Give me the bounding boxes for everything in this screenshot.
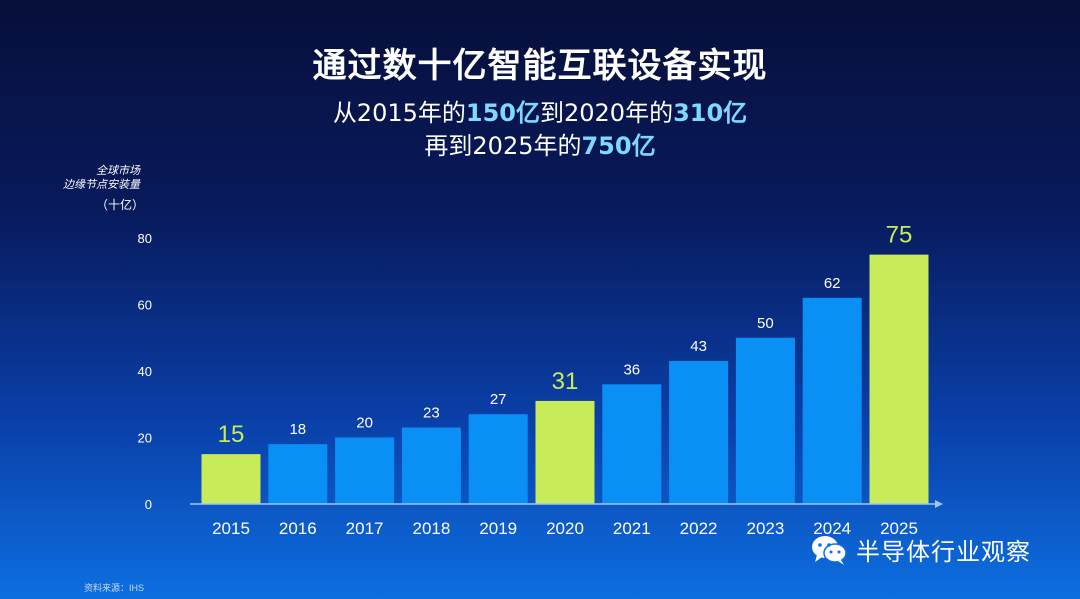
data-label-2020: 31 — [552, 368, 579, 395]
subtitle-highlight-2015: 150亿 — [465, 99, 540, 127]
data-label-2019: 27 — [490, 391, 507, 408]
x-tick-label: 2023 — [746, 519, 784, 538]
data-label-2016: 18 — [289, 421, 306, 438]
bar-2022 — [669, 361, 729, 504]
source-note: 资料来源：IHS — [84, 583, 145, 593]
x-tick-label: 2018 — [412, 519, 450, 538]
y-axis-label-line-1: 全球市场 — [96, 164, 140, 177]
bar-2023 — [735, 337, 795, 504]
subtitle-highlight-2025: 750亿 — [581, 132, 656, 160]
y-tick-label: 60 — [138, 298, 152, 313]
data-label-2018: 23 — [423, 405, 440, 422]
watermark: 半导体行业观察 — [810, 532, 1031, 567]
y-tick-label: 0 — [145, 497, 152, 512]
x-tick-label: 2015 — [212, 519, 250, 538]
bar-2019 — [468, 414, 528, 504]
y-axis-unit: （十亿） — [96, 198, 145, 212]
subtitle-text: 从2015年的 — [332, 99, 466, 127]
x-axis-arrow — [935, 500, 943, 508]
y-tick-label: 20 — [138, 431, 152, 446]
bar-2018 — [401, 427, 461, 504]
y-axis-label: 全球市场 边缘节点安装量 — [40, 164, 140, 192]
bar-2024 — [802, 297, 862, 504]
watermark-text: 半导体行业观察 — [856, 538, 1031, 566]
x-tick-label: 2020 — [546, 519, 584, 538]
y-tick-label: 40 — [138, 364, 152, 379]
x-tick-label: 2016 — [279, 519, 317, 538]
subtitle-highlight-2020: 310亿 — [673, 99, 748, 127]
x-tick-label: 2021 — [613, 519, 651, 538]
chart-title: 通过数十亿智能互联设备实现 — [312, 46, 768, 86]
data-label-2021: 36 — [623, 361, 640, 378]
y-tick-label: 80 — [138, 231, 152, 246]
x-tick-label: 2022 — [680, 519, 718, 538]
bar-2020 — [535, 400, 595, 504]
bar-2021 — [602, 384, 662, 504]
x-tick-label: 2019 — [479, 519, 517, 538]
data-label-2022: 43 — [690, 338, 707, 355]
x-tick-label: 2024 — [813, 519, 851, 538]
bar-2017 — [335, 437, 395, 504]
data-label-2023: 50 — [757, 315, 774, 332]
x-tick-label: 2017 — [346, 519, 384, 538]
subtitle-line-2: 再到2025年的750亿 — [0, 126, 1080, 161]
y-axis-label-line-2: 边缘节点安装量 — [63, 178, 140, 191]
bar-2025 — [869, 254, 929, 504]
bar-2015 — [201, 454, 261, 504]
data-label-2025: 75 — [886, 222, 913, 249]
data-label-2017: 20 — [356, 415, 373, 432]
bar-2016 — [268, 444, 328, 504]
data-label-2024: 62 — [824, 275, 841, 292]
wechat-icon — [812, 535, 847, 565]
subtitle-text: 到2020年的 — [540, 99, 674, 127]
subtitle-text: 再到2025年的 — [424, 132, 582, 160]
subtitle-line-1: 从2015年的150亿到2020年的310亿 — [0, 93, 1080, 128]
x-tick-label: 2025 — [880, 519, 918, 538]
data-label-2015: 15 — [218, 421, 245, 448]
